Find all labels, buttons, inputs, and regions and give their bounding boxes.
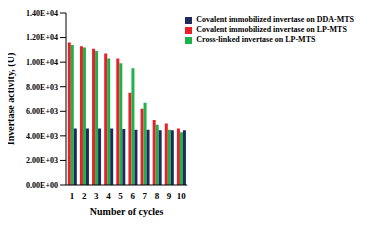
svg-text:4: 4 xyxy=(106,191,111,201)
svg-text:6: 6 xyxy=(130,191,135,201)
svg-text:3: 3 xyxy=(94,191,99,201)
svg-text:2.00E+03: 2.00E+03 xyxy=(26,156,58,165)
svg-text:6.00E+03: 6.00E+03 xyxy=(26,107,58,116)
svg-text:Number of cycles: Number of cycles xyxy=(90,206,164,217)
svg-text:5: 5 xyxy=(118,191,123,201)
svg-text:1: 1 xyxy=(70,191,75,201)
svg-text:Invertase activity, (U): Invertase activity, (U) xyxy=(8,53,17,145)
svg-text:1.00E+04: 1.00E+04 xyxy=(26,58,58,67)
svg-text:9: 9 xyxy=(167,191,172,201)
html-text:Cross-linked invertase on LP-M: Cross-linked invertase on LP-MTS xyxy=(196,35,316,44)
svg-text:8.00E+03: 8.00E+03 xyxy=(26,83,58,92)
svg-text:0.00E+00: 0.00E+00 xyxy=(26,181,58,190)
svg-text:1.40E+04: 1.40E+04 xyxy=(26,9,58,18)
svg-text:8: 8 xyxy=(155,191,160,201)
svg-text:10: 10 xyxy=(177,191,187,201)
svg-text:7: 7 xyxy=(143,191,148,201)
svg-text:2: 2 xyxy=(82,191,87,201)
svg-text:1.20E+04: 1.20E+04 xyxy=(26,33,58,42)
html-text:Covalent immobilized invertase: Covalent immobilized invertase on DDA-MT… xyxy=(196,15,354,24)
html-text:Covalent immobilized invertase: Covalent immobilized invertase on LP-MTS xyxy=(196,25,347,34)
svg-text:4.00E+03: 4.00E+03 xyxy=(26,132,58,141)
